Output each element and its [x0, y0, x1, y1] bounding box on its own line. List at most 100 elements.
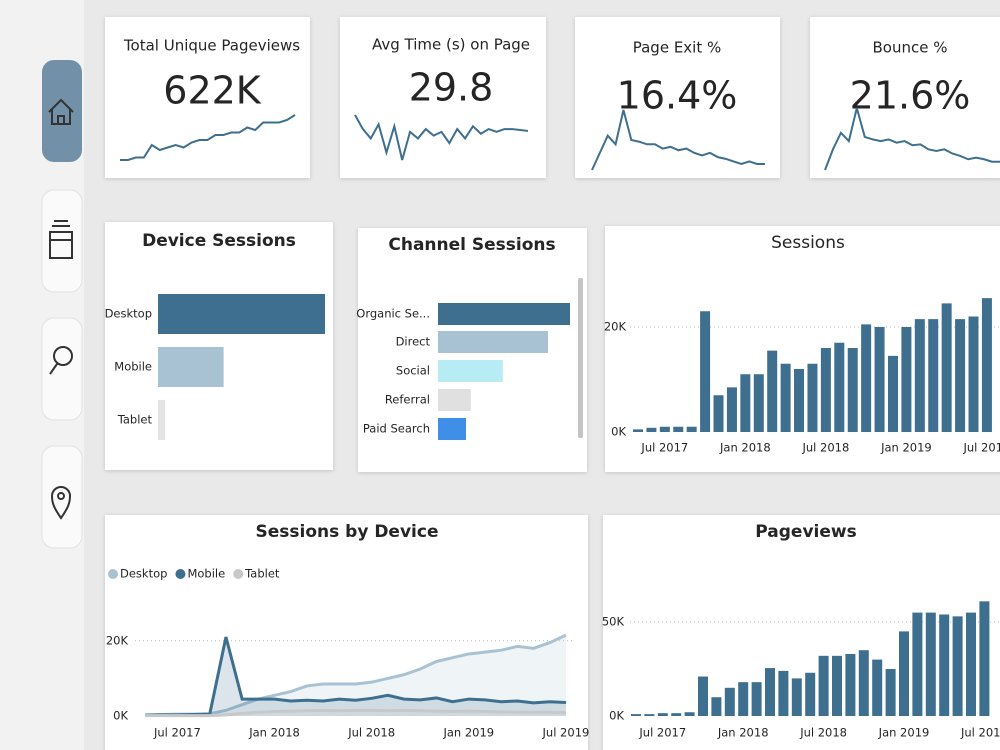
x-tick-label: Jul 2017: [153, 726, 201, 740]
bar: [885, 669, 896, 716]
bar: [966, 612, 976, 716]
bar: [673, 426, 684, 432]
x-tick-label: Jan 2019: [878, 726, 930, 740]
chart-title: Pageviews: [755, 522, 856, 542]
bar: [740, 374, 751, 432]
bar: [858, 650, 869, 716]
kpi-title: Avg Time (s) on Page: [372, 36, 530, 54]
category-label: Paid Search: [363, 422, 430, 436]
category-label: Social: [396, 364, 430, 378]
bar: [874, 327, 885, 432]
kpi-value: 622K: [163, 69, 262, 113]
map-icon: [50, 486, 72, 520]
bar: [158, 347, 224, 387]
category-label: Organic Se...: [356, 307, 430, 321]
kpi-title: Total Unique Pageviews: [123, 37, 300, 55]
bar: [861, 324, 872, 432]
reports-icon: [49, 220, 73, 259]
bar: [968, 316, 979, 432]
area: [145, 635, 566, 716]
chart-card: [105, 222, 333, 470]
kpi-value: 16.4%: [617, 74, 738, 118]
kpi-card: [575, 17, 780, 178]
bar: [684, 712, 695, 716]
legend-label: Tablet: [244, 567, 280, 581]
legend-marker: [233, 569, 244, 579]
bar: [952, 616, 963, 716]
nav-home[interactable]: [42, 60, 82, 162]
bar: [438, 389, 471, 411]
nav-search[interactable]: [41, 317, 83, 421]
bar: [845, 653, 856, 716]
bar: [834, 342, 845, 432]
scrollbar[interactable]: [578, 278, 583, 438]
x-tick-label: Jul 2017: [640, 441, 688, 455]
x-tick-label: Jul 2018: [801, 441, 849, 455]
bar: [805, 672, 816, 716]
legend-label: Mobile: [187, 567, 225, 581]
bar: [955, 319, 966, 432]
category-label: Referral: [385, 393, 430, 407]
bar: [726, 387, 737, 432]
home-icon: [48, 98, 74, 125]
chart-card: [605, 226, 1000, 472]
bar: [438, 360, 503, 382]
bar: [981, 298, 992, 432]
bar: [818, 655, 829, 716]
line: [144, 636, 567, 717]
category-label: Direct: [396, 335, 431, 349]
kpi-card: [105, 17, 310, 178]
bar: [438, 303, 570, 325]
x-tick-label: Jul 2018: [347, 726, 395, 740]
bar: [928, 319, 939, 432]
bar: [767, 350, 778, 432]
legend-label: Desktop: [120, 567, 167, 581]
line: [144, 633, 567, 717]
bar: [941, 303, 952, 432]
x-tick-label: Jul 2019: [963, 441, 1000, 455]
bar: [438, 331, 548, 353]
category-label: Tablet: [117, 413, 153, 427]
sparkline: [824, 107, 1000, 171]
kpi-value: 29.8: [409, 66, 494, 110]
x-tick-label: Jul 2019: [960, 726, 1000, 740]
x-tick-label: Jul 2018: [799, 726, 847, 740]
bar: [438, 418, 466, 440]
bar: [657, 713, 668, 716]
sparkline: [354, 114, 529, 161]
x-tick-label: Jul 2019: [542, 726, 590, 740]
bar: [778, 670, 789, 716]
bar: [912, 612, 923, 716]
kpi-card: [810, 17, 1000, 178]
bar: [765, 668, 775, 716]
bar: [644, 714, 655, 716]
x-tick-label: Jul 2017: [638, 726, 686, 740]
bar: [700, 311, 711, 432]
bar: [791, 678, 802, 716]
bar: [711, 697, 722, 716]
bar: [925, 612, 936, 716]
chart-title: Sessions: [771, 233, 845, 253]
nav-map[interactable]: [41, 445, 83, 549]
bar: [633, 429, 643, 432]
kpi-title: Bounce %: [873, 39, 948, 57]
chart-title: Sessions by Device: [256, 522, 439, 542]
bar: [646, 427, 657, 432]
x-tick-label: Jan 2019: [442, 726, 494, 740]
chart-title: Channel Sessions: [388, 235, 555, 255]
bar: [713, 395, 724, 432]
category-label: Mobile: [114, 360, 152, 374]
bar: [780, 363, 791, 432]
bar: [158, 294, 325, 334]
x-tick-label: Jan 2018: [719, 441, 771, 455]
bar: [939, 614, 950, 716]
bar: [914, 319, 925, 432]
y-tick-label: 0K: [609, 709, 624, 723]
bar: [807, 363, 818, 432]
y-tick-label: 0K: [611, 425, 626, 439]
bar: [794, 369, 805, 432]
y-tick-label: 20K: [106, 633, 129, 647]
category-label: Desktop: [105, 307, 152, 321]
